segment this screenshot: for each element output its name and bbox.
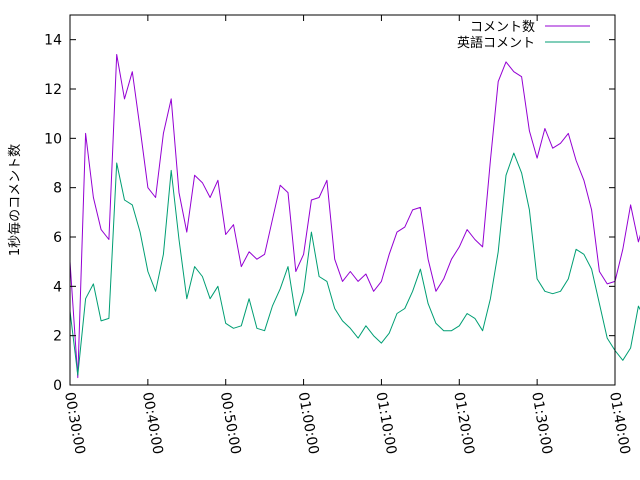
series-layer xyxy=(69,54,640,379)
y-tick-label: 2 xyxy=(53,329,62,345)
legend-label: 英語コメント xyxy=(457,35,535,51)
y-tick-label: 12 xyxy=(44,82,62,98)
y-tick-label: 14 xyxy=(44,33,62,49)
y-axis-label: 1秒毎のコメント数 xyxy=(7,144,23,256)
y-tick-label: 8 xyxy=(53,181,62,197)
y-tick-label: 0 xyxy=(53,378,62,394)
plot-border xyxy=(69,14,616,386)
legend-label: コメント数 xyxy=(470,20,535,35)
y-tick-label: 6 xyxy=(53,230,62,246)
series-line-0 xyxy=(69,54,640,379)
y-tick-label: 10 xyxy=(44,131,62,147)
series-line-1 xyxy=(69,152,640,376)
y-tick-label: 4 xyxy=(53,279,62,295)
